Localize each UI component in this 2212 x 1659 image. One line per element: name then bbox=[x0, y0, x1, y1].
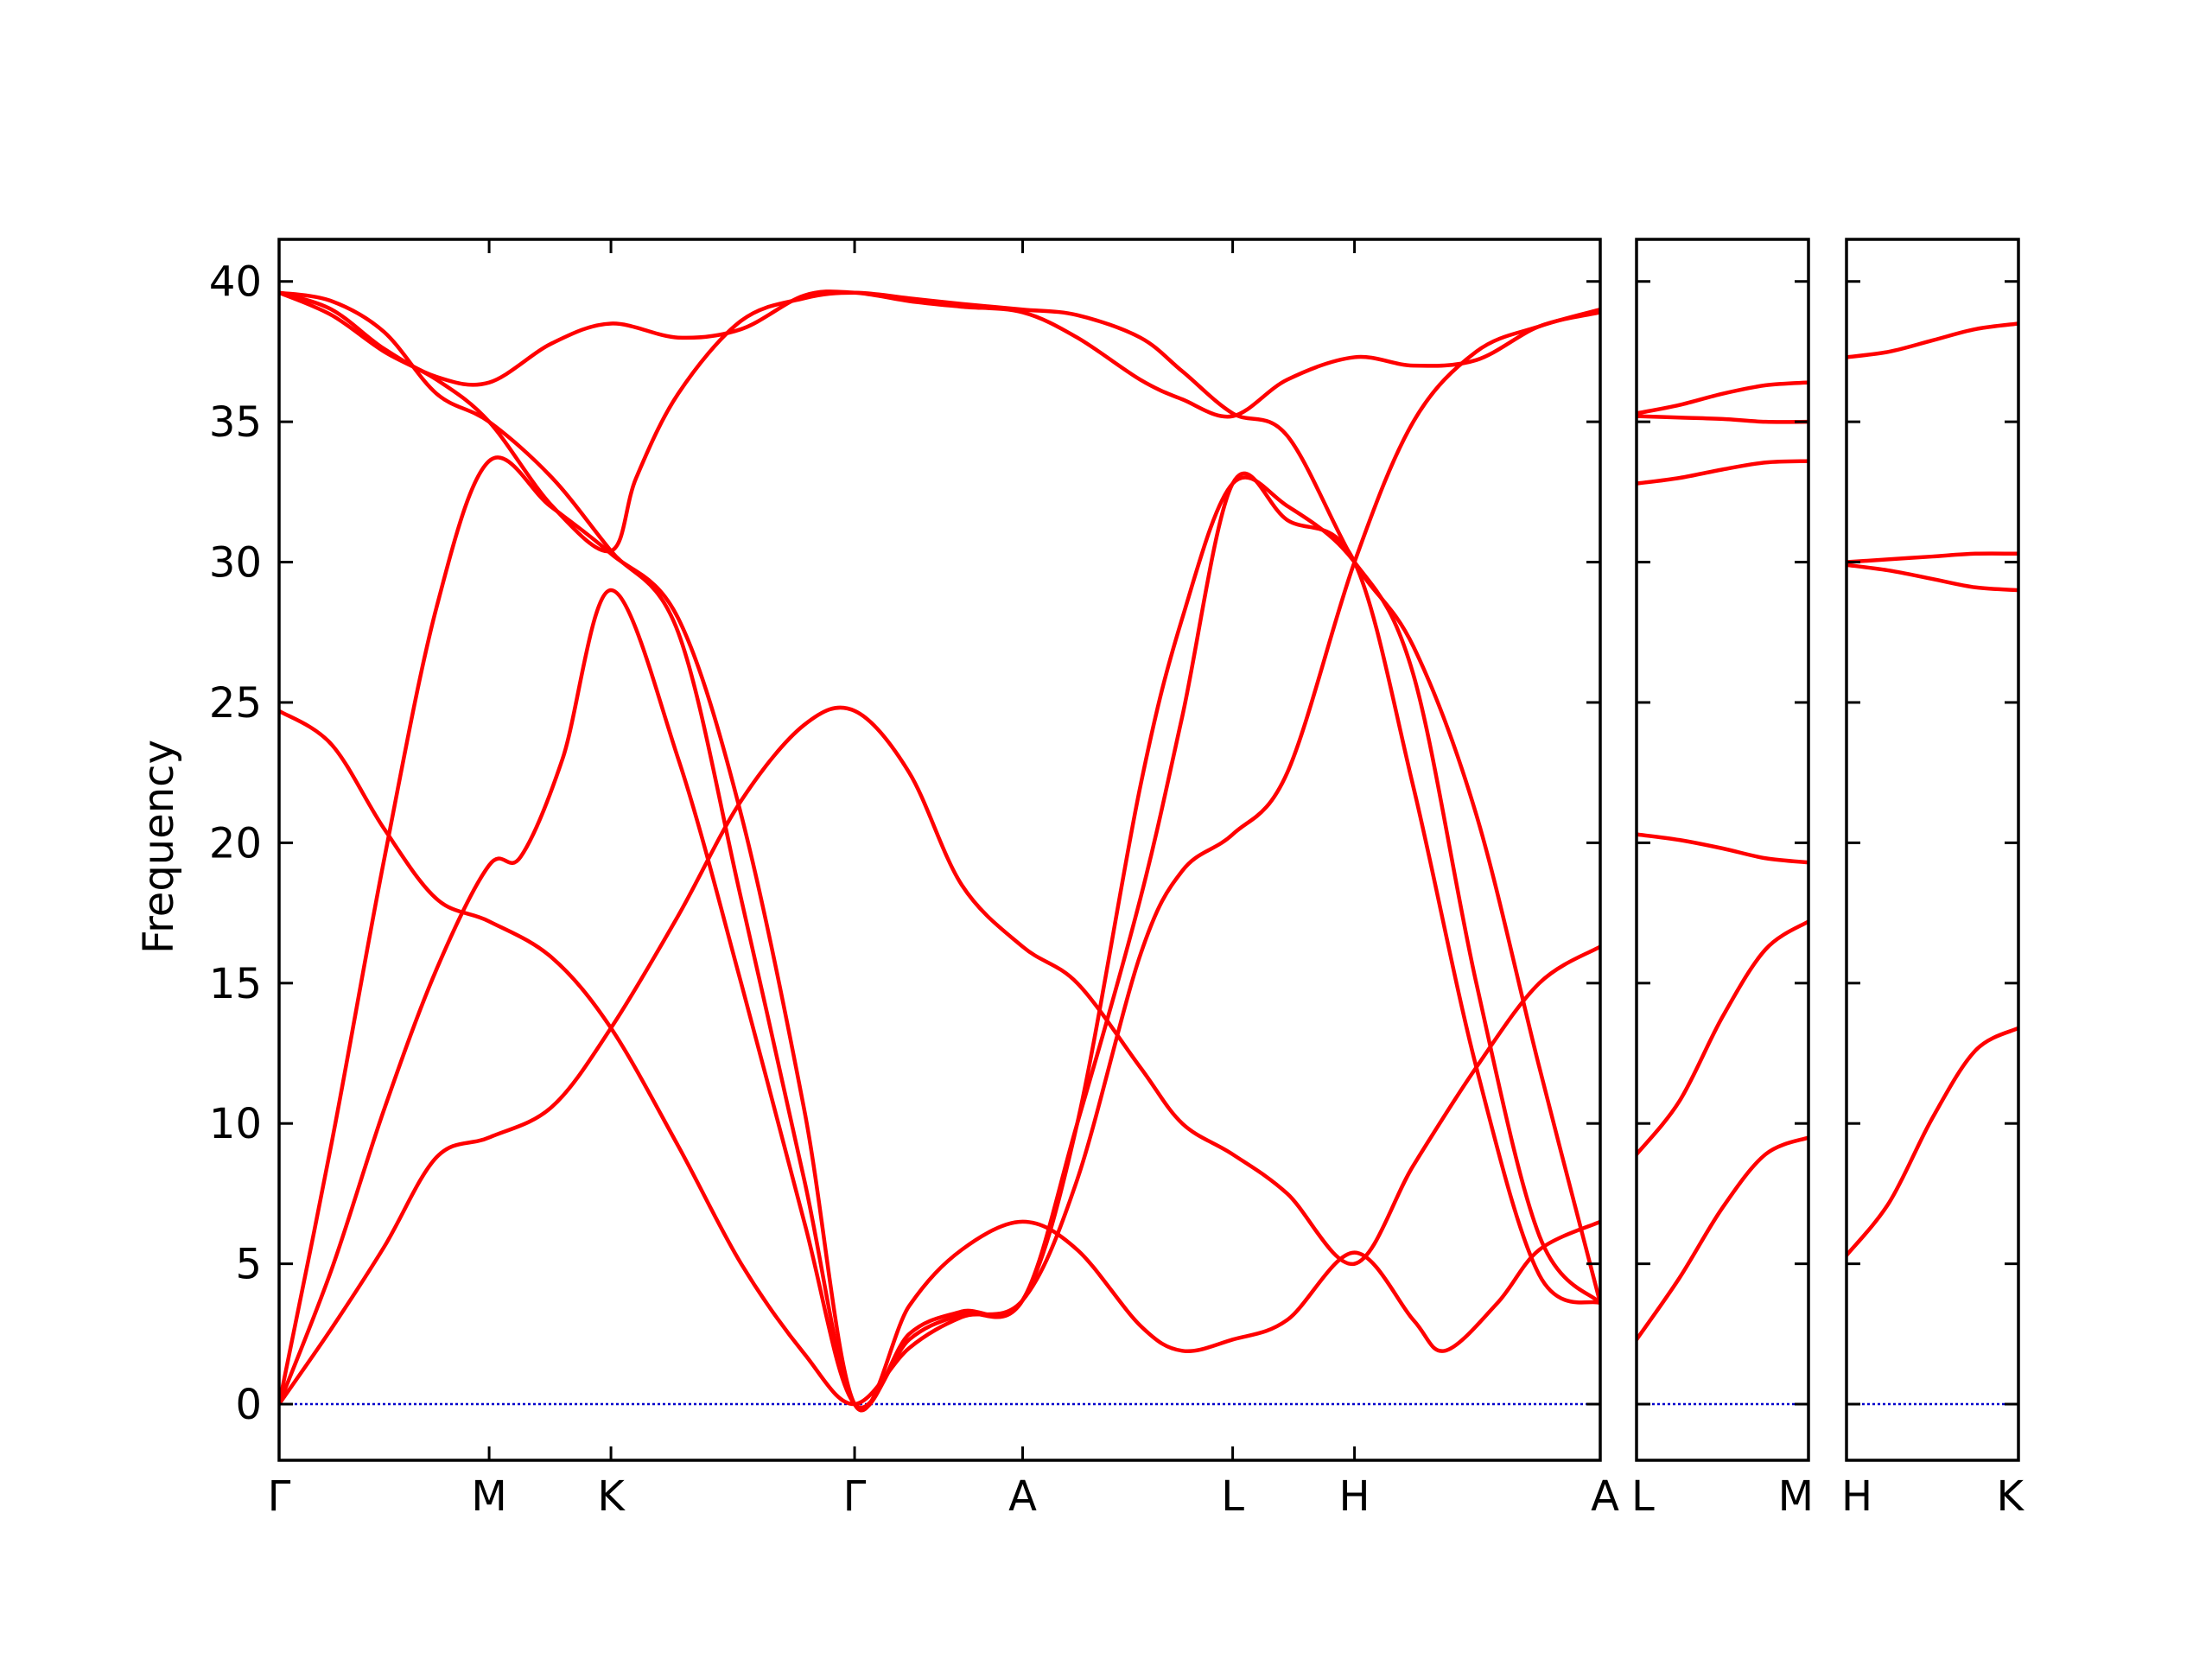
x-tick-label: Γ bbox=[268, 1472, 291, 1521]
x-tick-label: H bbox=[1841, 1472, 1872, 1521]
x-tick-label: L bbox=[1221, 1472, 1244, 1521]
panel-2-bands bbox=[1637, 380, 1808, 1342]
band-line bbox=[1637, 1135, 1808, 1342]
band-line bbox=[1637, 919, 1808, 1157]
band-line bbox=[1847, 321, 2018, 359]
x-tick-label: A bbox=[1008, 1472, 1037, 1521]
band-line bbox=[279, 290, 1600, 1412]
band-line bbox=[279, 705, 1600, 1407]
band-line bbox=[279, 455, 1600, 1413]
panel-3-bands bbox=[1847, 321, 2018, 1258]
x-tick-label: K bbox=[1997, 1472, 2025, 1521]
band-line bbox=[279, 289, 1600, 419]
y-axis-label: Frequency bbox=[135, 740, 183, 954]
band-line bbox=[1637, 380, 1808, 416]
band-line bbox=[279, 471, 1600, 1409]
x-tick-label: A bbox=[1591, 1472, 1619, 1521]
y-tick-label: 40 bbox=[209, 258, 262, 307]
panel-1-frame bbox=[277, 238, 1602, 1462]
panel-1: 0 5 10 15 20 25 30 35 40 Γ M K Γ A L H A bbox=[209, 238, 1619, 1521]
x-tick-label: H bbox=[1339, 1472, 1370, 1521]
x-tick-label: Γ bbox=[843, 1472, 867, 1521]
band-line bbox=[279, 307, 1600, 1407]
y-tick-label: 30 bbox=[209, 539, 262, 588]
y-tick-label: 35 bbox=[209, 398, 262, 447]
y-tick-label: 15 bbox=[209, 960, 262, 1008]
x-tick-label: K bbox=[597, 1472, 626, 1521]
band-line bbox=[1637, 414, 1808, 424]
y-tick-label: 0 bbox=[235, 1381, 262, 1429]
y-tick-label: 10 bbox=[209, 1100, 262, 1148]
band-line bbox=[1847, 551, 2018, 564]
panel-2-frame bbox=[1635, 238, 1810, 1462]
y-tick-label: 25 bbox=[209, 679, 262, 728]
band-line bbox=[1847, 563, 2018, 593]
panel-1-bands bbox=[279, 289, 1600, 1413]
x-tick-label: M bbox=[471, 1472, 506, 1521]
panel-3-frame bbox=[1845, 238, 2020, 1462]
y-tick-label: 5 bbox=[235, 1241, 262, 1289]
band-line bbox=[279, 290, 1600, 1306]
y-tick-label: 20 bbox=[209, 819, 262, 868]
band-line bbox=[1637, 459, 1808, 486]
x-tick-label: M bbox=[1778, 1472, 1814, 1521]
band-line bbox=[1847, 1026, 2018, 1258]
band-line bbox=[1637, 832, 1808, 865]
x-tick-label: L bbox=[1631, 1472, 1655, 1521]
